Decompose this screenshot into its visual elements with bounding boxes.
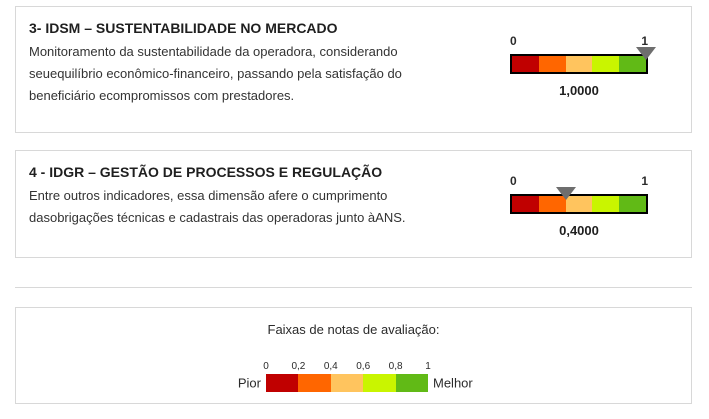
legend-bar: Pior Melhor	[238, 374, 473, 392]
indicator-description: Monitoramento da sustentabilidade da ope…	[29, 44, 402, 103]
scale-min-label: 0	[510, 34, 517, 48]
legend-panel: Faixas de notas de avaliação: 0 0,2 0,4 …	[15, 307, 692, 404]
score-scale: 0 1 0,4000	[510, 174, 648, 238]
scale-segment-1	[512, 196, 539, 212]
scale-bar	[510, 187, 648, 214]
legend-segment-1	[266, 374, 299, 392]
scale-segment-3	[565, 56, 593, 72]
legend-title: Faixas de notas de avaliação:	[267, 322, 440, 337]
indicator-panel-idsm: 3- IDSM – SUSTENTABILIDADE NO MERCADO Mo…	[15, 6, 692, 133]
marker-triangle-icon	[555, 187, 576, 200]
scale-tick-row: 0 1	[510, 34, 648, 48]
scale-max-label: 1	[641, 34, 648, 48]
score-value: 1,0000	[559, 83, 599, 98]
separator-line	[15, 287, 692, 288]
scale-segment-5	[619, 56, 646, 72]
legend-tick: 0,8	[388, 361, 403, 372]
legend-tick: 0,6	[356, 361, 371, 372]
scale-max-label: 1	[641, 174, 648, 188]
score-value: 0,4000	[559, 223, 599, 238]
legend-tick-row: 0 0,2 0,4 0,6 0,8 1	[263, 361, 431, 374]
indicator-panel-idgr: 4 - IDGR – GESTÃO DE PROCESSOS E REGULAÇ…	[15, 150, 692, 258]
indicator-title: 3- IDSM – SUSTENTABILIDADE NO MERCADO	[29, 20, 338, 36]
scale-bar	[510, 47, 656, 74]
legend-tick: 0,2	[291, 361, 306, 372]
marker-triangle-icon	[636, 47, 656, 60]
scale-segment-1	[512, 56, 539, 72]
legend-better-label: Melhor	[433, 375, 473, 391]
scale-segment-5	[619, 196, 646, 212]
legend-tick: 0,4	[323, 361, 338, 372]
legend-tick: 0	[263, 361, 269, 372]
legend-segment-4	[363, 374, 396, 392]
legend-segment-2	[298, 374, 331, 392]
scale-tick-row: 0 1	[510, 174, 648, 188]
indicator-description: Entre outros indicadores, essa dimensão …	[29, 188, 406, 225]
scale-min-label: 0	[510, 174, 517, 188]
score-scale: 0 1 1,0000	[510, 34, 656, 98]
scale-segment-2	[538, 196, 566, 212]
legend-tick: 1	[425, 361, 431, 372]
legend-segment-5	[395, 374, 429, 392]
scale-segment-4	[592, 196, 620, 212]
scale-segment-2	[538, 56, 566, 72]
legend-worse-label: Pior	[237, 375, 261, 391]
indicator-title: 4 - IDGR – GESTÃO DE PROCESSOS E REGULAÇ…	[29, 164, 383, 180]
scale-segment-4	[592, 56, 620, 72]
legend-scale: 0 0,2 0,4 0,6 0,8 1 Pior Melhor	[238, 361, 473, 392]
legend-segment-3	[330, 374, 364, 392]
scale-segment-3	[565, 196, 593, 212]
